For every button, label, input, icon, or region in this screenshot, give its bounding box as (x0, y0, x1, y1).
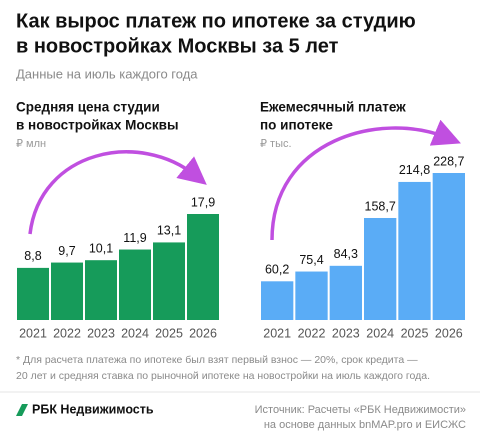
bar (432, 173, 465, 320)
value-label: 8,8 (24, 249, 41, 263)
value-label: 9,7 (58, 244, 75, 258)
value-label: 13,1 (157, 224, 181, 238)
charts: Средняя цена студии в новостройках Москвы… (16, 100, 465, 340)
x-tick-label: 2021 (19, 326, 47, 340)
source: на основе данных bnMAP.pro и ЕИСЖС (264, 419, 466, 431)
title: Как вырос платеж по ипотеке за студию (16, 10, 416, 32)
panel-title: Средняя цена студии (16, 100, 160, 115)
title: в новостройках Москвы за 5 лет (16, 35, 339, 57)
value-label: 10,1 (89, 241, 113, 255)
arrow (28, 150, 207, 235)
bar (364, 217, 397, 320)
panel-title: Ежемесячный платеж (260, 100, 406, 115)
bar (85, 260, 117, 320)
source: Источник: Расчеты «РБК Недвижимости» (255, 404, 466, 416)
value-label: 214,8 (399, 163, 430, 177)
x-tick-label: 2025 (155, 326, 183, 340)
x-tick-label: 2026 (435, 326, 463, 340)
x-tick-label: 2023 (87, 326, 115, 340)
bar (261, 281, 294, 320)
unit: ₽ тыс. (260, 138, 292, 150)
x-tick-label: 2024 (121, 326, 149, 340)
arrow (270, 119, 461, 241)
value-label: 75,4 (299, 253, 323, 267)
bar (17, 267, 49, 320)
bar (51, 262, 83, 320)
subtitle: Данные на июль каждого года (16, 66, 198, 81)
x-tick-label: 2022 (298, 326, 326, 340)
footnote: * Для расчета платежа по ипотеке был взя… (16, 354, 418, 366)
footnote: 20 лет и средняя ставка по рыночной ипот… (16, 370, 430, 382)
panel-title: в новостройках Москвы (16, 118, 178, 133)
x-tick-label: 2026 (189, 326, 217, 340)
value-label: 228,7 (433, 154, 464, 168)
bar (329, 265, 362, 320)
x-tick-label: 2022 (53, 326, 81, 340)
bar (153, 242, 185, 320)
x-tick-label: 2023 (332, 326, 360, 340)
bar (398, 181, 431, 320)
logo-icon (16, 404, 28, 416)
value-label: 11,9 (123, 231, 146, 245)
value-label: 17,9 (191, 195, 215, 209)
bar (187, 214, 219, 320)
x-tick-label: 2025 (401, 326, 429, 340)
panel-title: по ипотеке (260, 118, 333, 133)
logo: РБК Недвижимость (32, 402, 154, 416)
value-label: 158,7 (365, 199, 396, 213)
value-label: 84,3 (334, 247, 358, 261)
bar (119, 249, 151, 320)
unit: ₽ млн (16, 138, 46, 150)
x-tick-label: 2021 (263, 326, 291, 340)
x-tick-label: 2024 (366, 326, 394, 340)
value-label: 60,2 (265, 263, 289, 277)
bar (295, 271, 328, 320)
